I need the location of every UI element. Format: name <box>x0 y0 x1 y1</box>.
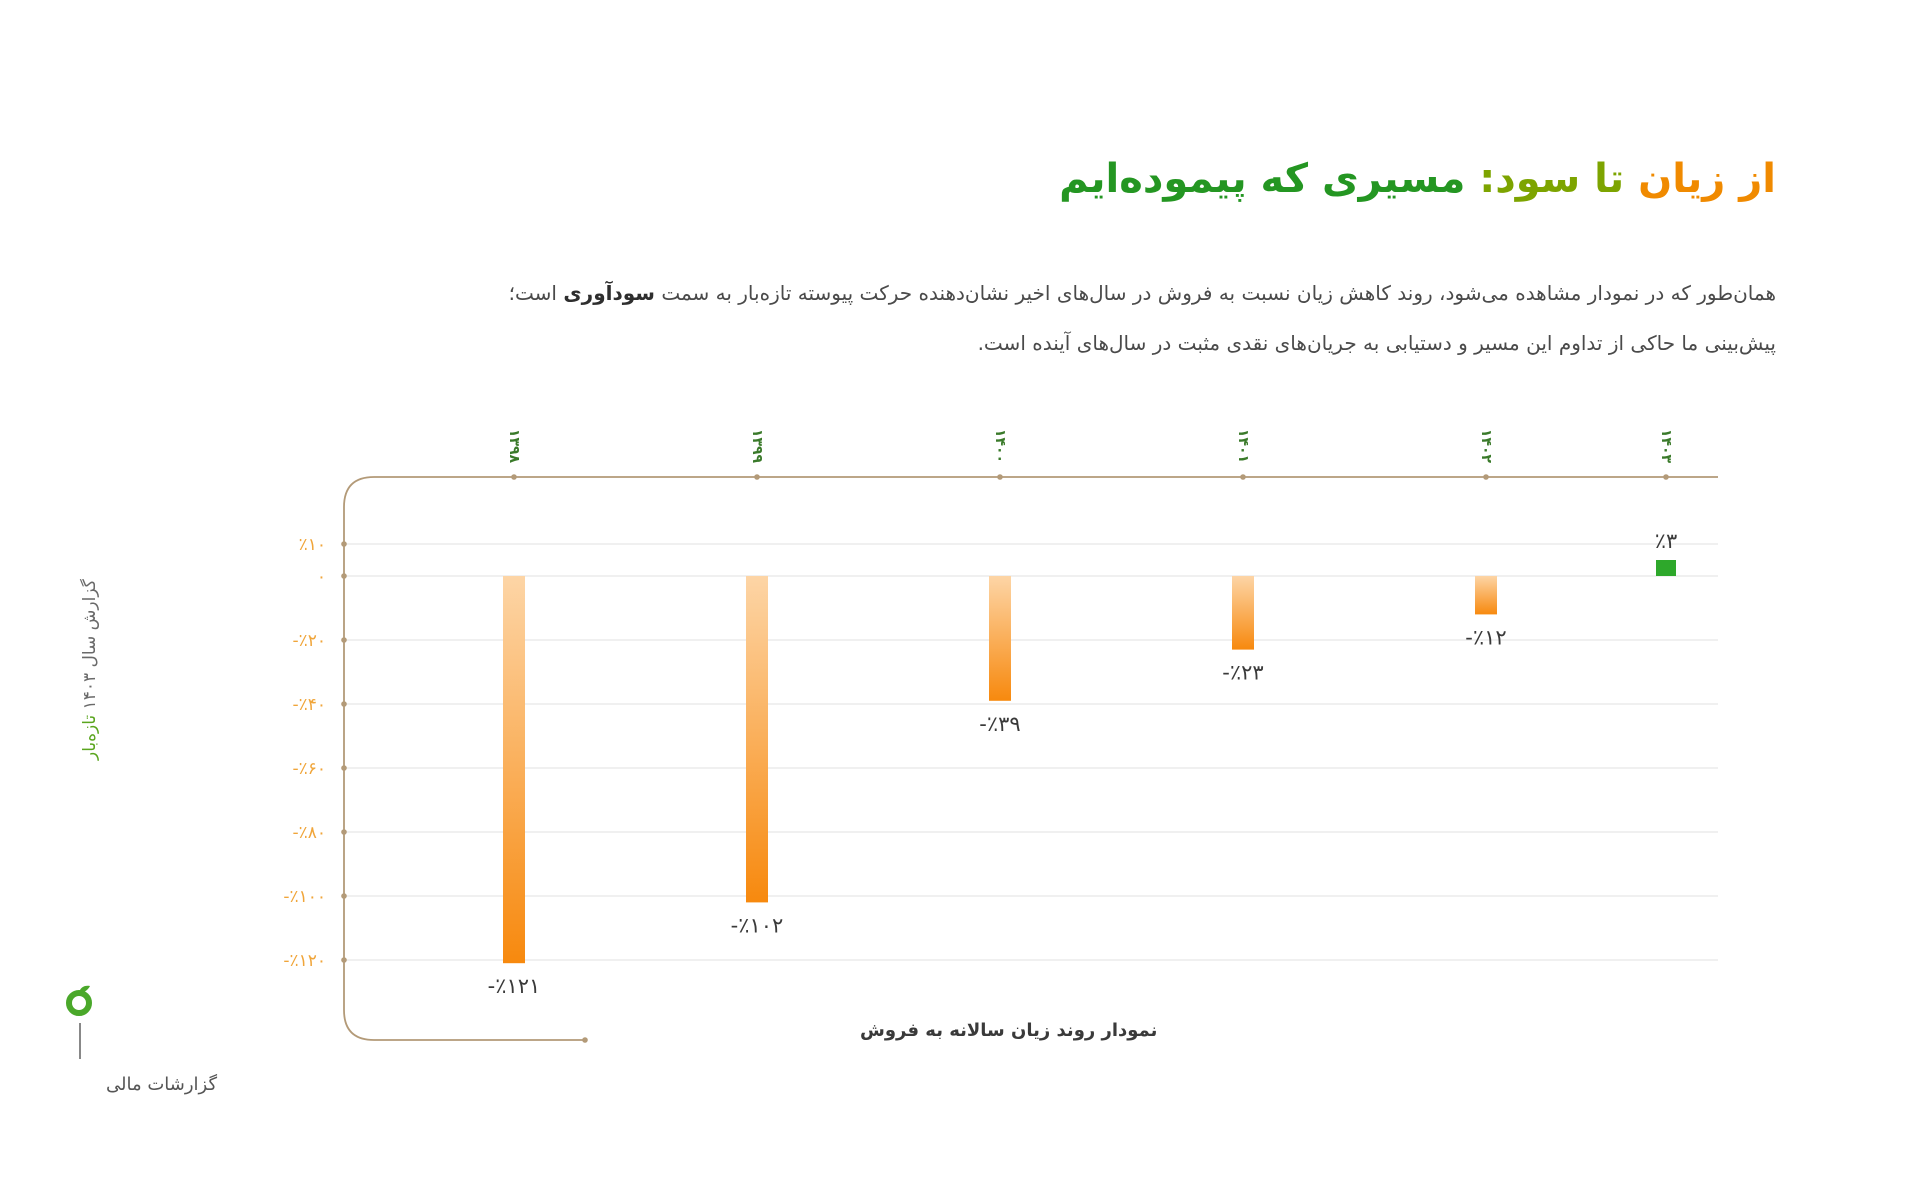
y-tick-dot <box>341 829 347 835</box>
y-tick-dot <box>341 765 347 771</box>
bar-value-label: -٪۱۲۱ <box>488 974 541 998</box>
title-part-2: تا سود: <box>1479 156 1625 202</box>
bar-value-label: -٪۱۰۲ <box>731 913 784 937</box>
y-tick-dot <box>341 701 347 707</box>
x-year-label: ۱۳۹۸ <box>506 429 522 464</box>
y-tick-dot <box>341 541 347 547</box>
brand-name: تازه‌بار <box>80 714 100 760</box>
brand-logo-icon <box>66 985 92 1016</box>
y-tick-label: ۰ <box>317 567 326 587</box>
description-line-2: پیش‌بینی ما حاکی از تداوم این مسیر و دست… <box>977 331 1776 355</box>
description-line-1-end: است؛ <box>508 281 557 305</box>
y-axis-ticks: ٪۱۰ ۰ -٪۲۰ -٪۴۰ -٪۶۰ -٪۸۰ -٪۱۰۰ -٪۱۲۰ <box>283 535 347 971</box>
x-tick-dot <box>997 474 1003 480</box>
y-tick-dot <box>341 637 347 643</box>
bars <box>503 560 1676 964</box>
bar-negative <box>1232 576 1254 650</box>
x-tick-dot <box>1240 474 1246 480</box>
x-tick-dot <box>1483 474 1489 480</box>
section-label: گزارشات مالی <box>106 1074 218 1095</box>
description-line-1-text: همان‌طور که در نمودار مشاهده می‌شود، رون… <box>661 281 1776 305</box>
y-tick-label: -٪۱۲۰ <box>283 951 326 971</box>
sidebar-divider <box>79 1023 81 1059</box>
y-tick-dot <box>341 573 347 579</box>
bar-value-label: ٪۳ <box>1655 529 1678 553</box>
y-tick-label: ٪۱۰ <box>299 535 326 555</box>
bar-value-label: -٪۲۳ <box>1222 661 1263 685</box>
bar-negative <box>1475 576 1497 615</box>
y-tick-dot <box>341 957 347 963</box>
title-part-3: مسیری که پیموده‌ایم <box>1059 156 1466 202</box>
chart-caption: نمودار روند زیان سالانه به فروش <box>860 1020 1157 1041</box>
x-axis-year-labels: ۱۳۹۸ ۱۳۹۹ ۱۴۰۰ ۱۴۰۱ ۱۴۰۲ ۱۴۰۳ <box>506 429 1674 480</box>
x-year-label: ۱۳۹۹ <box>749 429 765 464</box>
description-bold-term: سودآوری <box>563 281 655 305</box>
x-year-label: ۱۴۰۰ <box>992 429 1008 463</box>
bar-value-label: -٪۱۲ <box>1465 625 1506 649</box>
title-part-1: از زیان <box>1638 156 1776 202</box>
description-line-1: همان‌طور که در نمودار مشاهده می‌شود، رون… <box>376 268 1776 318</box>
x-tick-dot <box>511 474 517 480</box>
y-tick-dot <box>341 893 347 899</box>
x-year-label: ۱۴۰۳ <box>1658 429 1674 464</box>
bar-negative <box>503 576 525 964</box>
y-tick-label: -٪۲۰ <box>292 631 326 651</box>
x-tick-dot <box>754 474 760 480</box>
bar-positive <box>1656 560 1676 576</box>
axis-line <box>343 476 1718 1041</box>
bar-value-label: -٪۳۹ <box>979 712 1020 736</box>
y-tick-label: -٪۱۰۰ <box>283 887 326 907</box>
report-year-text: گزارش سال ۱۴۰۳ <box>80 579 100 710</box>
x-year-label: ۱۴۰۲ <box>1478 429 1494 464</box>
bar-negative <box>989 576 1011 701</box>
y-tick-label: -٪۴۰ <box>292 695 326 715</box>
description-paragraph: همان‌طور که در نمودار مشاهده می‌شود، رون… <box>376 268 1776 368</box>
x-year-label: ۱۴۰۱ <box>1235 429 1251 463</box>
y-tick-label: -٪۶۰ <box>292 759 326 779</box>
x-tick-dot <box>1663 474 1669 480</box>
bar-value-labels: -٪۱۲۱ -٪۱۰۲ -٪۳۹ -٪۲۳ -٪۱۲ ٪۳ <box>488 529 1678 998</box>
bar-negative <box>746 576 768 903</box>
grid-lines <box>344 543 1718 961</box>
page-title: از زیان تا سود: مسیری که پیموده‌ایم <box>1059 155 1776 203</box>
report-year-label: گزارش سال ۱۴۰۳ تازه‌بار <box>80 579 100 760</box>
axis-end-dot <box>582 1037 588 1043</box>
chart-axes <box>343 476 1718 1043</box>
y-tick-label: -٪۸۰ <box>292 823 326 843</box>
